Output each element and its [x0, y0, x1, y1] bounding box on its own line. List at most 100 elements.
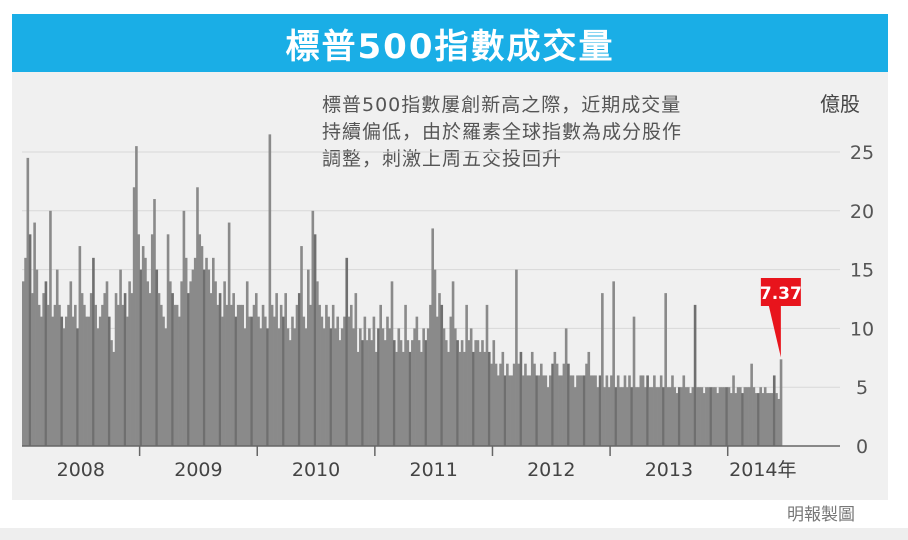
bar — [302, 316, 306, 446]
bar — [349, 304, 353, 446]
bar — [623, 375, 627, 446]
bar — [497, 375, 500, 446]
bar — [286, 328, 290, 446]
bar — [126, 316, 129, 446]
bar — [718, 387, 722, 446]
bar — [261, 304, 265, 446]
annotation-line: 調整，刺激上周五交投回升 — [322, 148, 563, 170]
bar — [232, 293, 235, 446]
bar — [259, 328, 263, 446]
bar — [370, 340, 373, 446]
bar — [297, 293, 301, 446]
bar — [331, 304, 335, 446]
bar — [476, 340, 480, 446]
y-tick-label: 10 — [850, 318, 874, 340]
bar — [759, 387, 762, 446]
bar — [510, 375, 514, 446]
bar — [372, 316, 376, 446]
bar — [175, 304, 179, 446]
bar — [216, 304, 220, 446]
bar — [736, 387, 740, 446]
bar — [178, 316, 181, 446]
bar — [189, 281, 192, 446]
bar — [234, 316, 238, 446]
bar — [573, 387, 577, 446]
bar — [288, 340, 292, 446]
bar — [702, 393, 706, 446]
bar — [325, 304, 328, 446]
bar — [587, 351, 591, 446]
bar — [155, 269, 159, 446]
bar — [743, 387, 747, 446]
bar — [239, 304, 242, 446]
bar — [535, 375, 539, 446]
bar — [481, 340, 484, 446]
bar — [716, 393, 720, 446]
bar — [345, 257, 349, 446]
bar — [35, 269, 39, 446]
bar — [657, 387, 661, 446]
bar — [130, 293, 134, 446]
bar — [601, 293, 604, 446]
bar — [105, 281, 109, 446]
bar — [503, 375, 507, 446]
bar — [460, 340, 464, 446]
bar — [571, 375, 575, 446]
bar — [386, 316, 389, 446]
bar — [33, 222, 36, 446]
bar — [619, 387, 622, 446]
bar — [524, 363, 527, 446]
bar — [128, 281, 131, 446]
bar — [144, 257, 147, 446]
bar — [729, 393, 733, 446]
bar — [492, 340, 496, 446]
bar — [578, 375, 582, 446]
bar — [334, 328, 337, 446]
bar — [207, 269, 211, 446]
bar — [245, 281, 249, 446]
bar — [254, 293, 258, 446]
x-tick-label: 2011 — [409, 459, 457, 481]
y-axis-unit-label: 億股 — [820, 92, 860, 116]
bar — [49, 210, 52, 446]
bar — [662, 387, 665, 446]
bar — [230, 304, 233, 446]
bar — [146, 281, 150, 446]
chart-title: 標普500指數成交量 — [285, 26, 615, 67]
bar — [519, 351, 523, 446]
bar — [76, 328, 79, 446]
bar — [431, 228, 435, 446]
bar — [673, 387, 677, 446]
bar — [494, 363, 498, 446]
bar — [659, 375, 663, 446]
bar — [512, 363, 516, 446]
bar — [705, 387, 708, 446]
bar — [273, 316, 276, 446]
bar — [589, 375, 593, 446]
bar — [250, 316, 254, 446]
bar — [582, 375, 586, 446]
bar — [243, 328, 247, 446]
bar — [117, 304, 120, 446]
y-tick-label: 5 — [856, 377, 868, 399]
bar — [469, 328, 473, 446]
bar — [119, 269, 122, 446]
bar — [31, 293, 34, 446]
bar — [515, 269, 518, 446]
bar — [227, 222, 231, 446]
bar — [646, 375, 649, 446]
bar — [472, 351, 475, 446]
y-tick-label: 25 — [850, 142, 874, 164]
bar — [451, 281, 455, 446]
bar — [279, 304, 283, 446]
bar — [594, 375, 597, 446]
bar — [689, 393, 692, 446]
bar — [506, 363, 509, 446]
bar — [169, 281, 172, 446]
annotation-line: 持續偏低，由於羅素全球指數為成分股作 — [322, 121, 683, 143]
bar — [707, 387, 710, 446]
bar — [761, 393, 765, 446]
bar — [354, 293, 358, 446]
bar — [533, 363, 536, 446]
